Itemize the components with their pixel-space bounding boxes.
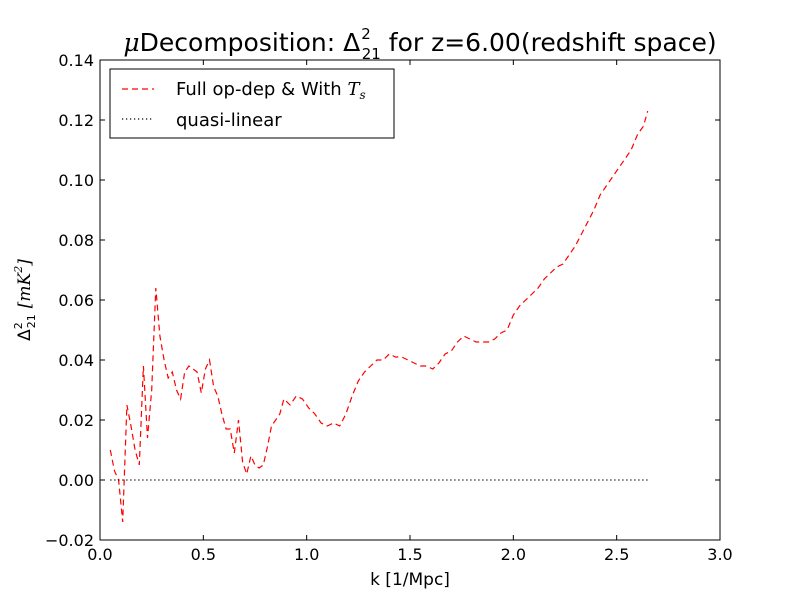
y-tick-label: 0.14 [58,51,94,70]
x-tick-label: 2.0 [501,545,526,564]
x-tick-label: 3.0 [707,545,732,564]
ylabel-unit: mK [15,271,35,301]
x-tick-label: 1.0 [294,545,319,564]
title-math-sub: 21 [362,45,381,63]
y-tick-label: 0.04 [58,351,94,370]
legend: Full op-dep & With Ts quasi-linear [109,68,395,139]
ylabel-bracket-close: ] [15,259,35,267]
y-tick-label: 0.08 [58,231,94,250]
legend-frame [109,68,395,139]
ylabel-sup: 2 [12,322,25,329]
series-line-full-op-dep [109,110,649,523]
title-prefix: μ [123,28,139,57]
title-math-symbol: Δ [343,28,360,57]
ticks-layer: 0.0 0.5 1.0 1.5 2.0 2.5 3.0 −0.02 0.00 0.02 0.04 0.… [45,51,733,564]
plot-area: 0.0 0.5 1.0 1.5 2.0 2.5 3.0 −0.02 0.00 0.02 0.04 0.… [45,51,733,564]
ylabel-unit-sup: 2 [12,266,25,274]
x-axis-label: k [1/Mpc] [370,570,450,590]
y-axis-label: Δ221[mK2] [12,259,38,341]
legend-entry-quasi-linear: quasi-linear [176,110,282,131]
ylabel-sub: 21 [25,314,38,328]
legend-entry-full-text: Full op-dep & With [176,79,347,100]
ylabel-symbol: Δ [15,329,35,341]
y-tick-label: 0.12 [58,111,94,130]
series-layer [109,110,649,523]
legend-entry-full: Full op-dep & With Ts [176,79,366,102]
x-tick-label: 0.0 [87,545,112,564]
legend-entry-full-math-sub: s [359,88,365,102]
title-math-sup: 2 [361,25,371,43]
x-tick-label: 2.5 [604,545,629,564]
legend-entry-full-math: T [347,79,361,100]
y-tick-label: 0.00 [58,471,94,490]
title-suffix: for z=6.00(redshift space) [381,28,717,57]
x-tick-label: 1.5 [397,545,422,564]
title-main: Decomposition: [140,28,343,57]
x-tick-label: 0.5 [191,545,216,564]
y-tick-label: 0.02 [58,411,94,430]
y-tick-label: 0.06 [58,291,94,310]
ylabel-bracket-open: [ [15,301,35,308]
y-tick-label: −0.02 [45,531,94,550]
chart-title: μDecomposition: Δ2 21 for z=6.00(redshift… [123,25,716,63]
y-tick-label: 0.10 [58,171,94,190]
